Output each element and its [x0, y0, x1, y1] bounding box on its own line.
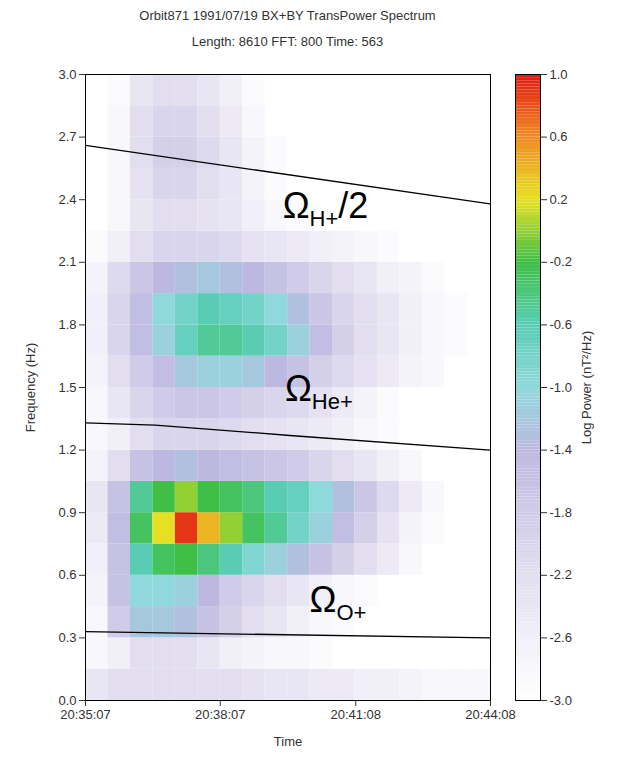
svg-text:-0.2: -0.2 [550, 254, 572, 269]
svg-text:20:35:07: 20:35:07 [60, 707, 111, 722]
svg-text:2.1: 2.1 [58, 254, 76, 269]
html-text:ΩHe+: ΩHe+ [284, 368, 353, 415]
svg-text:Frequency (Hz): Frequency (Hz) [23, 343, 38, 433]
svg-text:0.9: 0.9 [58, 505, 76, 520]
svg-text:1.8: 1.8 [58, 317, 76, 332]
svg-text:1.5: 1.5 [58, 380, 76, 395]
svg-text:0.6: 0.6 [58, 567, 76, 582]
svg-text:0.3: 0.3 [58, 630, 76, 645]
svg-text:Time: Time [274, 734, 302, 749]
svg-text:2.7: 2.7 [58, 129, 76, 144]
svg-text:0.2: 0.2 [550, 192, 568, 207]
svg-text:1.2: 1.2 [58, 442, 76, 457]
html-text:Orbit871 1991/07/19 BX+BY Tran: Orbit871 1991/07/19 BX+BY TransPower Spe… [139, 8, 436, 23]
svg-text:Log Power (nT²/Hz): Log Power (nT²/Hz) [579, 331, 594, 444]
svg-text:3.0: 3.0 [58, 67, 76, 82]
svg-text:20:38:07: 20:38:07 [195, 707, 246, 722]
svg-text:1.0: 1.0 [550, 67, 568, 82]
svg-text:-1.4: -1.4 [550, 442, 572, 457]
svg-text:20:41:08: 20:41:08 [330, 707, 381, 722]
svg-text:20:44:08: 20:44:08 [465, 707, 516, 722]
svg-text:0.6: 0.6 [550, 129, 568, 144]
svg-text:-2.6: -2.6 [550, 630, 572, 645]
svg-text:-2.2: -2.2 [550, 567, 572, 582]
svg-text:-0.6: -0.6 [550, 317, 572, 332]
html-text:Length: 8610 FFT: 800 Time: 56: Length: 8610 FFT: 800 Time: 563 [191, 34, 384, 49]
svg-text:0.0: 0.0 [58, 693, 76, 708]
html-text:ΩO+: ΩO+ [309, 578, 367, 626]
svg-text:-1.8: -1.8 [550, 505, 572, 520]
svg-text:2.4: 2.4 [58, 192, 76, 207]
svg-text:-3.0: -3.0 [550, 693, 572, 708]
svg-text:-1.0: -1.0 [550, 380, 572, 395]
html-text:ΩH+/2: ΩH+/2 [282, 184, 369, 231]
